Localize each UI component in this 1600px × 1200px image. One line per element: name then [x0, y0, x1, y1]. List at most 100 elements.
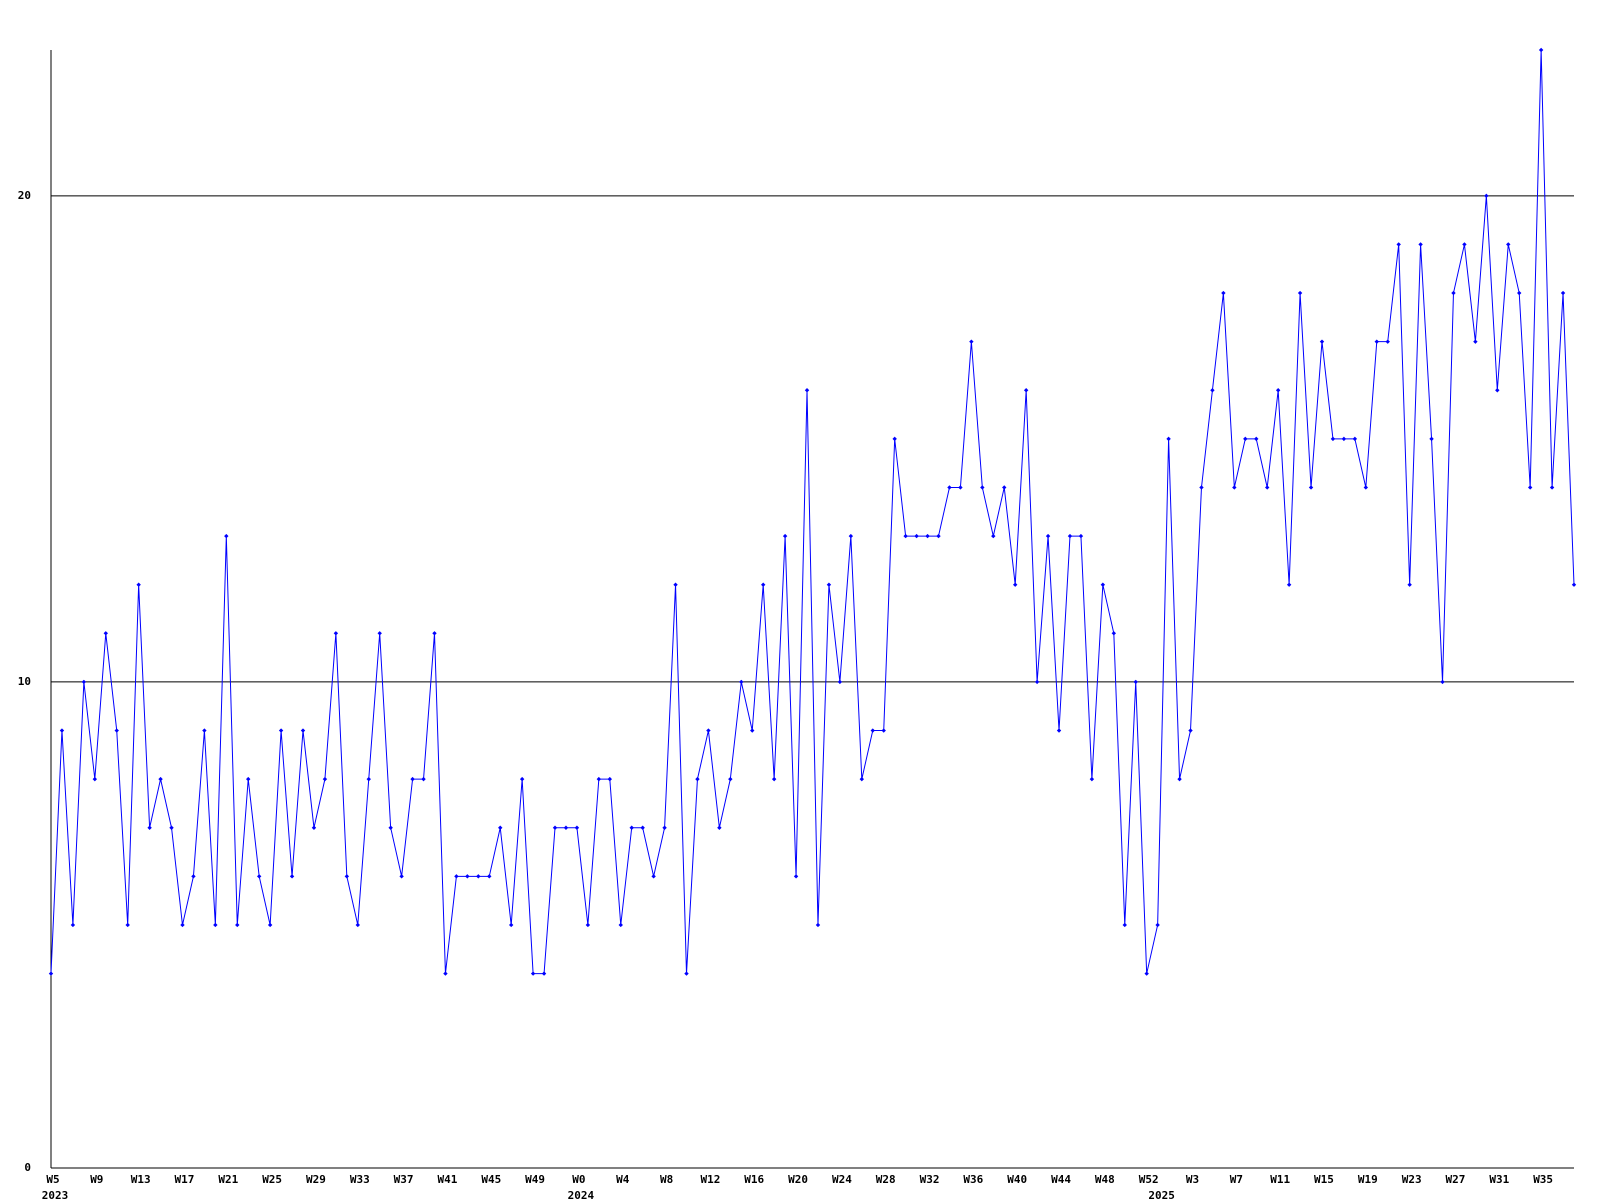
data-point — [1155, 922, 1160, 928]
y-tick-label: 0 — [24, 1161, 31, 1174]
data-point — [388, 825, 393, 830]
data-point — [1527, 485, 1533, 490]
data-point — [1166, 436, 1171, 442]
data-point — [969, 339, 974, 344]
data-point — [59, 728, 65, 733]
data-point — [717, 825, 722, 830]
x-tick-label: W9 — [90, 1173, 103, 1186]
data-point — [914, 533, 919, 539]
data-point — [432, 631, 437, 636]
data-point — [1363, 485, 1369, 490]
data-point — [958, 485, 963, 490]
x-tick-label: W45 — [481, 1173, 501, 1186]
x-tick-label: W8 — [660, 1173, 673, 1186]
data-point — [1221, 290, 1226, 296]
data-point — [903, 533, 908, 539]
data-point — [311, 825, 317, 830]
data-point — [771, 776, 777, 782]
data-point — [1133, 679, 1138, 685]
data-point — [1308, 485, 1314, 490]
data-point — [629, 825, 634, 830]
data-point — [991, 533, 996, 539]
data-point — [1089, 776, 1095, 782]
data-point — [1013, 582, 1018, 587]
data-point — [793, 874, 799, 879]
data-point — [782, 533, 788, 539]
data-point — [1319, 339, 1325, 344]
data-point — [1045, 533, 1051, 539]
data-point — [213, 922, 218, 928]
data-point — [1506, 242, 1511, 247]
x-year-label: 2025 — [1148, 1189, 1175, 1200]
x-tick-label: W5 — [46, 1173, 59, 1186]
x-tick-label: W37 — [394, 1173, 414, 1186]
x-tick-label: W31 — [1489, 1173, 1509, 1186]
data-point — [870, 728, 875, 733]
data-point — [1023, 388, 1029, 393]
data-point — [147, 825, 152, 830]
x-tick-label: W32 — [920, 1173, 940, 1186]
x-tick-label: W27 — [1446, 1173, 1466, 1186]
data-point — [92, 776, 98, 782]
x-tick-label: W15 — [1314, 1173, 1334, 1186]
data-point — [596, 776, 602, 782]
data-point — [1451, 290, 1456, 296]
x-tick-label: W28 — [876, 1173, 896, 1186]
data-point — [837, 679, 843, 685]
data-point — [1265, 485, 1270, 490]
data-point — [1549, 485, 1555, 490]
data-point — [136, 582, 141, 587]
x-tick-label: W24 — [832, 1173, 852, 1186]
data-point — [1067, 533, 1073, 539]
data-point — [1462, 242, 1467, 247]
data-point — [563, 825, 569, 830]
data-point — [1560, 290, 1566, 296]
data-point — [1210, 388, 1215, 393]
data-point — [585, 922, 591, 928]
data-point — [1232, 485, 1237, 490]
data-point — [1571, 582, 1577, 587]
data-point — [695, 776, 700, 782]
data-point — [103, 631, 108, 636]
data-point — [881, 728, 886, 733]
data-point — [267, 922, 273, 928]
data-point — [1111, 631, 1117, 636]
x-tick-label: W23 — [1402, 1173, 1422, 1186]
data-point — [1275, 388, 1281, 393]
x-tick-label: W11 — [1270, 1173, 1290, 1186]
x-tick-label: W12 — [700, 1173, 720, 1186]
y-tick-label: 20 — [18, 189, 31, 202]
data-point — [760, 582, 766, 587]
data-point — [125, 922, 130, 928]
data-point — [684, 971, 689, 976]
data-point — [322, 776, 328, 782]
x-tick-label: W29 — [306, 1173, 326, 1186]
data-point — [1538, 47, 1544, 53]
data-point — [377, 631, 382, 636]
data-point — [728, 776, 733, 782]
data-point — [1484, 193, 1489, 199]
data-point — [618, 922, 623, 928]
data-point — [574, 825, 580, 830]
data-point — [1056, 728, 1062, 733]
data-point — [1122, 922, 1127, 928]
data-point — [815, 922, 821, 928]
x-tick-label: W17 — [175, 1173, 195, 1186]
x-tick-label: W7 — [1230, 1173, 1243, 1186]
data-point — [848, 533, 854, 539]
data-point — [454, 874, 459, 879]
data-point — [1418, 242, 1423, 247]
data-point — [1407, 582, 1412, 587]
data-point — [224, 533, 229, 539]
data-point — [1243, 436, 1248, 442]
y-tick-label: 10 — [18, 675, 31, 688]
data-point — [344, 874, 350, 879]
data-point — [947, 485, 952, 490]
data-point — [278, 728, 284, 733]
data-point — [640, 825, 645, 830]
data-point — [48, 971, 54, 976]
data-point — [465, 874, 470, 879]
data-point — [980, 485, 985, 490]
